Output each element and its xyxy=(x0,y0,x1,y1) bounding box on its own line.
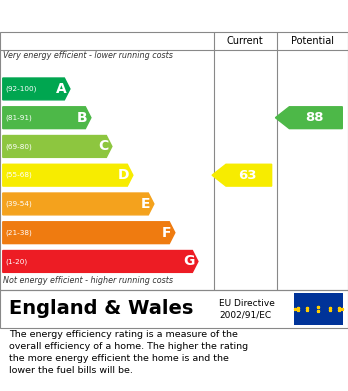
Text: (1-20): (1-20) xyxy=(6,258,28,265)
Text: 88: 88 xyxy=(306,111,324,124)
Text: Current: Current xyxy=(227,36,264,46)
Text: England & Wales: England & Wales xyxy=(9,300,193,319)
Text: Not energy efficient - higher running costs: Not energy efficient - higher running co… xyxy=(3,276,174,285)
Text: Very energy efficient - lower running costs: Very energy efficient - lower running co… xyxy=(3,51,173,60)
Text: F: F xyxy=(162,226,172,240)
Text: Potential: Potential xyxy=(291,36,334,46)
Polygon shape xyxy=(3,136,112,157)
Text: Energy Efficiency Rating: Energy Efficiency Rating xyxy=(9,9,211,23)
Text: (21-38): (21-38) xyxy=(6,230,32,236)
Text: 63: 63 xyxy=(238,169,256,182)
Text: EU Directive
2002/91/EC: EU Directive 2002/91/EC xyxy=(219,299,275,319)
Text: (92-100): (92-100) xyxy=(6,86,37,92)
Polygon shape xyxy=(3,222,175,244)
Text: (81-91): (81-91) xyxy=(6,115,32,121)
Bar xyxy=(294,293,343,325)
Polygon shape xyxy=(275,107,342,129)
Text: (69-80): (69-80) xyxy=(6,143,32,150)
Text: (39-54): (39-54) xyxy=(6,201,32,207)
Polygon shape xyxy=(3,164,133,186)
Polygon shape xyxy=(3,193,154,215)
Text: G: G xyxy=(183,255,195,269)
Text: A: A xyxy=(56,82,66,96)
Polygon shape xyxy=(3,251,198,273)
Text: (55-68): (55-68) xyxy=(6,172,32,178)
Polygon shape xyxy=(3,107,91,129)
Polygon shape xyxy=(212,164,272,186)
Text: B: B xyxy=(77,111,88,125)
Text: The energy efficiency rating is a measure of the
overall efficiency of a home. T: The energy efficiency rating is a measur… xyxy=(9,330,248,375)
Text: D: D xyxy=(118,168,129,182)
Text: E: E xyxy=(141,197,151,211)
Polygon shape xyxy=(3,78,70,100)
Text: C: C xyxy=(98,140,109,153)
